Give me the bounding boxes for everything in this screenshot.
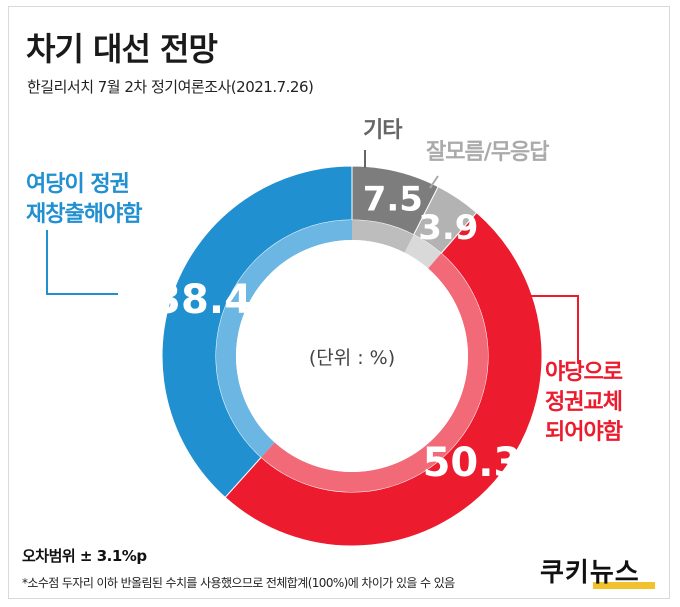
value-label-1: 3.9	[418, 208, 478, 248]
slice-inner-2	[261, 253, 489, 493]
value-label-2: 50.3	[423, 440, 522, 486]
unit-label: (단위 : %)	[309, 347, 395, 369]
label-dont-know: 잘모름/무응답	[426, 140, 549, 165]
slice-inner-0	[352, 220, 414, 253]
leader-line-dk	[429, 175, 439, 189]
donut-hole	[236, 240, 468, 472]
label-ruling-party: 여당이 정권 재창출해야함	[26, 170, 142, 230]
leader-line-ruling	[46, 230, 118, 295]
inner-ring	[216, 219, 489, 493]
brand-logo: 쿠키뉴스	[540, 558, 640, 588]
slice-inner-1	[404, 234, 442, 269]
label-ruling-line1: 여당이 정권	[26, 172, 130, 197]
label-etc: 기타	[363, 118, 402, 143]
label-ruling-line2: 재창출해야함	[26, 202, 142, 227]
chart-title: 차기 대선 전망	[26, 30, 218, 68]
label-opp-line2: 정권교체	[545, 390, 623, 415]
chart-frame	[8, 6, 670, 599]
margin-of-error: 오차범위 ± 3.1%p	[22, 547, 147, 565]
label-opposition: 야당으로 정권교체 되어야함	[545, 358, 623, 448]
value-label-0: 7.5	[363, 179, 423, 219]
brand-underline	[593, 582, 655, 589]
value-labels: 7.53.9 50.3 38.4	[153, 179, 521, 486]
value-label-3: 38.4	[153, 277, 252, 323]
chart-subtitle: 한길리서치 7월 2차 정기여론조사(2021.7.26)	[27, 78, 314, 96]
leader-line-opposition	[530, 295, 579, 364]
footnote: *소수점 두자리 이하 반올림된 수치를 사용했으므로 전체합계(100%)에 …	[22, 576, 455, 590]
label-opp-line3: 되어야함	[545, 420, 623, 445]
slice-inner-3	[216, 219, 352, 458]
label-opp-line1: 야당으로	[545, 360, 623, 385]
